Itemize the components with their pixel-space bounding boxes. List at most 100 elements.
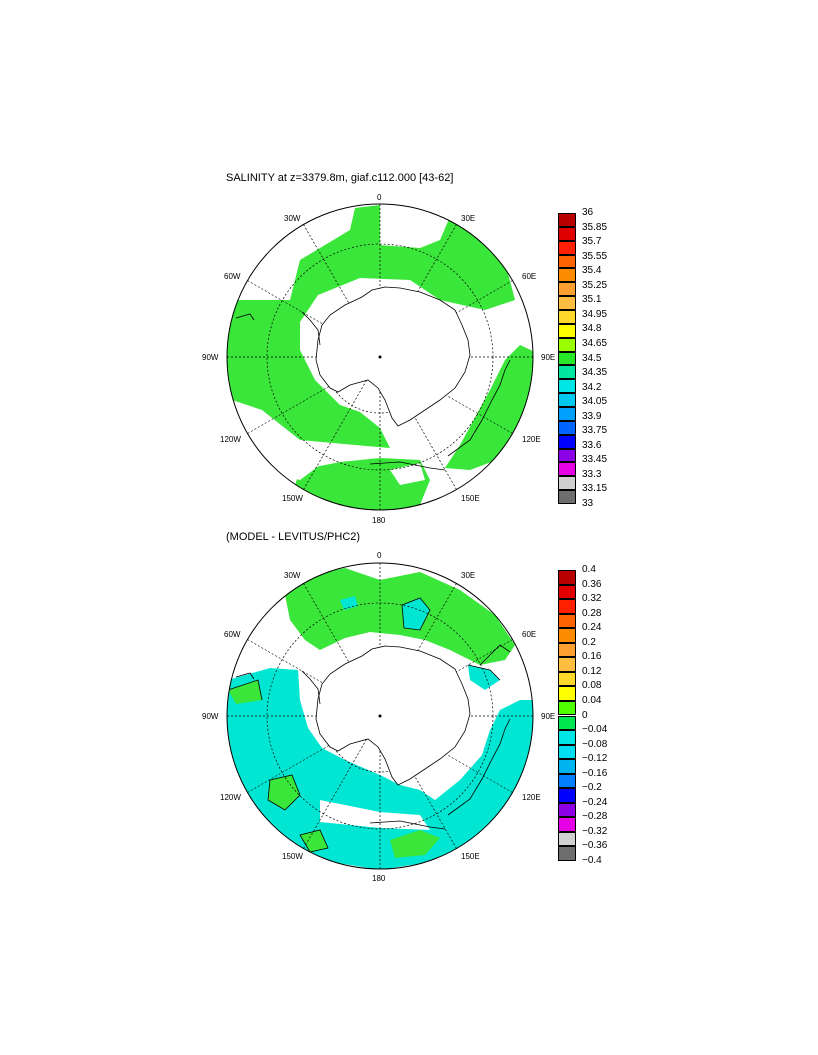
map1-colorbar-tick: 35.4 (582, 265, 602, 277)
map2-colorbar-tick: 0.16 (582, 651, 602, 663)
map1-border (226, 203, 534, 511)
map1-colorbar-swatch (558, 462, 576, 477)
map1-title: SALINITY at z=3379.8m, giaf.c112.000 [43… (226, 172, 454, 184)
map1-colorbar-swatch (558, 323, 576, 338)
map1-colorbar-swatch (558, 476, 576, 491)
map1-colorbar-tick: 34.65 (582, 337, 608, 349)
map1-colorbar-tick: 34.2 (582, 381, 602, 393)
map1-lon-label-30e: 30E (461, 214, 476, 223)
map2-colorbar-swatch (558, 730, 576, 745)
map1-lon-label-90w: 90W (202, 353, 219, 362)
map1-antarctica-coastline (315, 286, 471, 427)
map1-lon-label-150w: 150W (282, 494, 303, 503)
map2-lon-label-120e: 120E (522, 793, 541, 802)
map2-colorbar-swatch (558, 671, 576, 687)
map1-colorbar-swatch (558, 337, 576, 352)
map1-colorbar-swatch (558, 434, 576, 449)
map1-colorbar-tick: 34.5 (582, 352, 602, 364)
map2-colorbar-tick: −0.16 (582, 767, 608, 779)
map2-lon-label-90e: 90E (541, 712, 556, 721)
map2-lon-label-150w: 150W (282, 852, 303, 861)
map2-lon-label-60w: 60W (224, 630, 241, 639)
map1-lon-label-60e: 60E (522, 272, 537, 281)
map2-lon-label-30w: 30W (284, 571, 301, 580)
map1-colorbar-tick: 34.05 (582, 396, 608, 408)
map1-colorbar-swatch (558, 351, 576, 366)
map1-salinity-field (227, 205, 515, 448)
map1-lon-label-60w: 60W (224, 272, 241, 281)
map1-colorbar-swatch (558, 365, 576, 380)
map1-colorbar-tick: 33.15 (582, 483, 608, 495)
map1-lon-label-120w: 120W (220, 435, 241, 444)
map2-title: (MODEL - LEVITUS/PHC2) (226, 531, 361, 543)
map2-colorbar-swatch (558, 759, 576, 774)
map2-colorbar-tick: −0.36 (582, 840, 608, 852)
map2-colorbar: 0.4 0.36 0.32 0.28 0.24 0.2 0.16 0.12 0.08 0.04 0 −… (558, 565, 607, 866)
map2-colorbar-swatch (558, 715, 576, 731)
map1-colorbar-swatch (558, 407, 576, 421)
map1-colorbar-swatch (558, 393, 576, 407)
map2-lon-label-180: 180 (372, 874, 386, 883)
map1-colorbar-tick: 33.6 (582, 439, 602, 451)
map1-colorbar-swatch (558, 420, 576, 435)
map1-colorbar-tick: 35.85 (582, 221, 608, 233)
map1-lon-label-90e: 90E (541, 353, 556, 362)
map2-colorbar-tick: 0 (582, 709, 588, 721)
map2-lon-label-60e: 60E (522, 630, 537, 639)
map2-colorbar-tick: 0.32 (582, 593, 602, 605)
map2-border (226, 562, 534, 870)
map2-colorbar-tick: 0.04 (582, 694, 602, 706)
map1-lon-label-150e: 150E (461, 494, 480, 503)
map1-colorbar-tick: 34.35 (582, 367, 608, 379)
map2-colorbar-tick: 0.08 (582, 680, 602, 692)
map2-colorbar-swatch (558, 831, 576, 847)
map2-colorbar-tick: −0.32 (582, 825, 608, 837)
map2-colorbar-swatch (558, 642, 576, 658)
map2-colorbar-tick: 0.28 (582, 607, 602, 619)
map2-colorbar-swatch (558, 802, 576, 818)
map2-colorbar-tick: 0.36 (582, 578, 602, 590)
map2-colorbar-swatch (558, 788, 576, 803)
map2-colorbar-tick: −0.4 (582, 855, 602, 866)
map1-colorbar-swatch (558, 379, 576, 394)
map1-colorbar-swatch (558, 448, 576, 463)
map2-colorbar-tick: 0.4 (582, 564, 596, 575)
map2-colorbar-swatch (558, 584, 576, 600)
map1-colorbar-tick: 33.3 (582, 468, 602, 480)
map2-colorbar-tick: −0.24 (582, 796, 608, 808)
map1-colorbar-swatch (558, 310, 576, 324)
map2-colorbar-tick: −0.28 (582, 811, 608, 823)
map1-colorbar-tick: 35.55 (582, 250, 608, 262)
map1-colorbar-tick: 36 (582, 207, 594, 218)
map2-lon-label-150e: 150E (461, 852, 480, 861)
map2 (226, 562, 534, 870)
map1-colorbar-tick: 33.75 (582, 425, 608, 437)
map2-contours (227, 597, 511, 853)
map1-colorbar-tick: 33 (582, 498, 594, 509)
map2-colorbar-swatch (558, 700, 576, 716)
map2-lon-label-120w: 120W (220, 793, 241, 802)
map2-colorbar-swatch (558, 686, 576, 701)
map1-colorbar-swatch (558, 282, 576, 297)
map1-colorbar-swatch (558, 268, 576, 283)
map1-colorbar-tick: 35.7 (582, 236, 602, 248)
map2-colorbar-swatch (558, 846, 576, 861)
map1-colorbar-tick: 35.25 (582, 279, 608, 291)
map1-lon-label-30w: 30W (284, 214, 301, 223)
map1-colorbar-tick: 34.95 (582, 308, 608, 320)
map1-colorbar-swatch (558, 213, 576, 227)
map2-colorbar-swatch (558, 613, 576, 629)
map2-colorbar-tick: 0.24 (582, 622, 602, 634)
map2-colorbar-swatch (558, 744, 576, 760)
map1-colorbar-swatch (558, 240, 576, 255)
map2-antarctica-coastline (315, 645, 471, 786)
map2-colorbar-tick: −0.12 (582, 753, 608, 765)
map1-lon-label-120e: 120E (522, 435, 541, 444)
map1-colorbar-tick: 35.1 (582, 294, 602, 306)
map1-lon-label-0: 0 (377, 193, 382, 202)
map2-lon-label-90w: 90W (202, 712, 219, 721)
map2-colorbar-swatch (558, 657, 576, 672)
map1-colorbar-swatch (558, 226, 576, 241)
map2-colorbar-tick: −0.08 (582, 738, 608, 750)
